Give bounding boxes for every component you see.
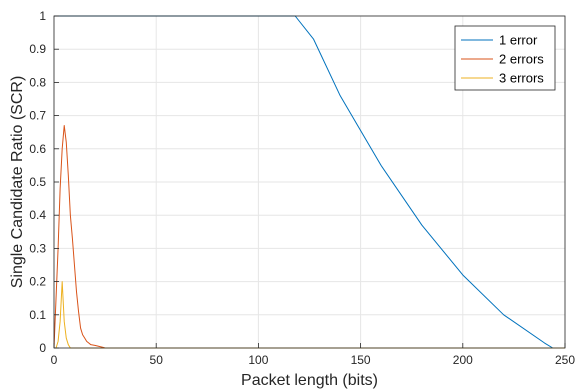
- y-axis-ticks: 0 0.1 0.2 0.3 0.4 0.5 0.6 0.7 0.8 0.9 1: [29, 9, 59, 355]
- x-tick-label: 0: [51, 353, 58, 367]
- legend-label-2: 2 errors: [499, 52, 544, 67]
- y-tick-label: 0.8: [29, 75, 46, 89]
- y-tick-label: 0.2: [29, 275, 46, 289]
- grid: [53, 15, 566, 349]
- x-tick-label: 50: [150, 353, 164, 367]
- legend-box: [454, 25, 556, 91]
- y-tick-label: 0.1: [29, 308, 46, 322]
- legend-label-3: 3 errors: [499, 71, 544, 86]
- y-tick-label: 0: [39, 341, 46, 355]
- y-tick-label: 0.7: [29, 109, 46, 123]
- y-tick-label: 0.4: [29, 208, 46, 222]
- x-tick-label: 150: [351, 353, 371, 367]
- x-tick-label: 100: [248, 353, 268, 367]
- legend: 1 error 2 errors 3 errors: [454, 25, 556, 91]
- y-tick-label: 1: [39, 9, 46, 23]
- legend-label-1: 1 error: [499, 33, 538, 48]
- x-axis-label: Packet length (bits): [241, 372, 378, 389]
- y-tick-label: 0.3: [29, 241, 46, 255]
- x-tick-label: 250: [555, 353, 575, 367]
- y-tick-label: 0.5: [29, 175, 46, 189]
- x-axis-ticks: 0 50 100 150 200 250: [51, 343, 575, 367]
- y-axis-label: Single Candidate Ratio (SCR): [9, 76, 26, 289]
- x-tick-label: 200: [453, 353, 473, 367]
- y-tick-label: 0.6: [29, 142, 46, 156]
- y-tick-label: 0.9: [29, 42, 46, 56]
